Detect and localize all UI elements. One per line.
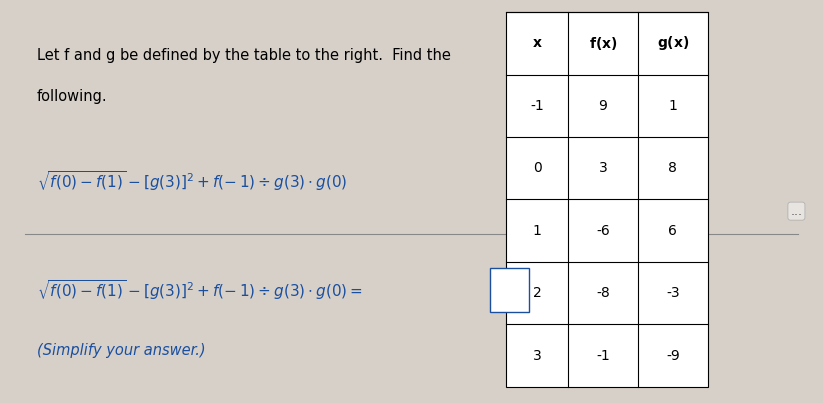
Text: 6: 6 <box>668 224 677 238</box>
Text: Let f and g be defined by the table to the right.  Find the: Let f and g be defined by the table to t… <box>37 48 451 63</box>
Text: -8: -8 <box>596 286 610 300</box>
Bar <box>490 268 529 312</box>
Text: $\mathbf{f(x)}$: $\mathbf{f(x)}$ <box>588 35 617 52</box>
Text: -9: -9 <box>666 349 680 363</box>
Text: 9: 9 <box>598 99 607 113</box>
Text: 3: 3 <box>532 349 542 363</box>
Text: -3: -3 <box>666 286 680 300</box>
Text: 3: 3 <box>598 161 607 175</box>
Text: $\sqrt{f(0)-f(1)}-[g(3)]^{2}+f(-\,1)\div g(3)\cdot g(0)$: $\sqrt{f(0)-f(1)}-[g(3)]^{2}+f(-\,1)\div… <box>37 169 347 193</box>
Text: ...: ... <box>790 205 802 218</box>
Text: $\sqrt{f(0)-f(1)}-[g(3)]^{2}+f(-\,1)\div g(3)\cdot g(0)=$: $\sqrt{f(0)-f(1)}-[g(3)]^{2}+f(-\,1)\div… <box>37 278 363 302</box>
Text: 2: 2 <box>532 286 542 300</box>
Text: 0: 0 <box>532 161 542 175</box>
Text: -1: -1 <box>596 349 610 363</box>
Text: -1: -1 <box>530 99 544 113</box>
Text: (Simplify your answer.): (Simplify your answer.) <box>37 343 206 358</box>
Text: $\mathbf{g(x)}$: $\mathbf{g(x)}$ <box>657 34 689 52</box>
Text: following.: following. <box>37 89 108 104</box>
Text: 8: 8 <box>668 161 677 175</box>
Text: 1: 1 <box>532 224 542 238</box>
Text: $\mathbf{x}$: $\mathbf{x}$ <box>532 36 542 50</box>
Bar <box>506 12 708 387</box>
Text: -6: -6 <box>596 224 610 238</box>
Text: 1: 1 <box>668 99 677 113</box>
